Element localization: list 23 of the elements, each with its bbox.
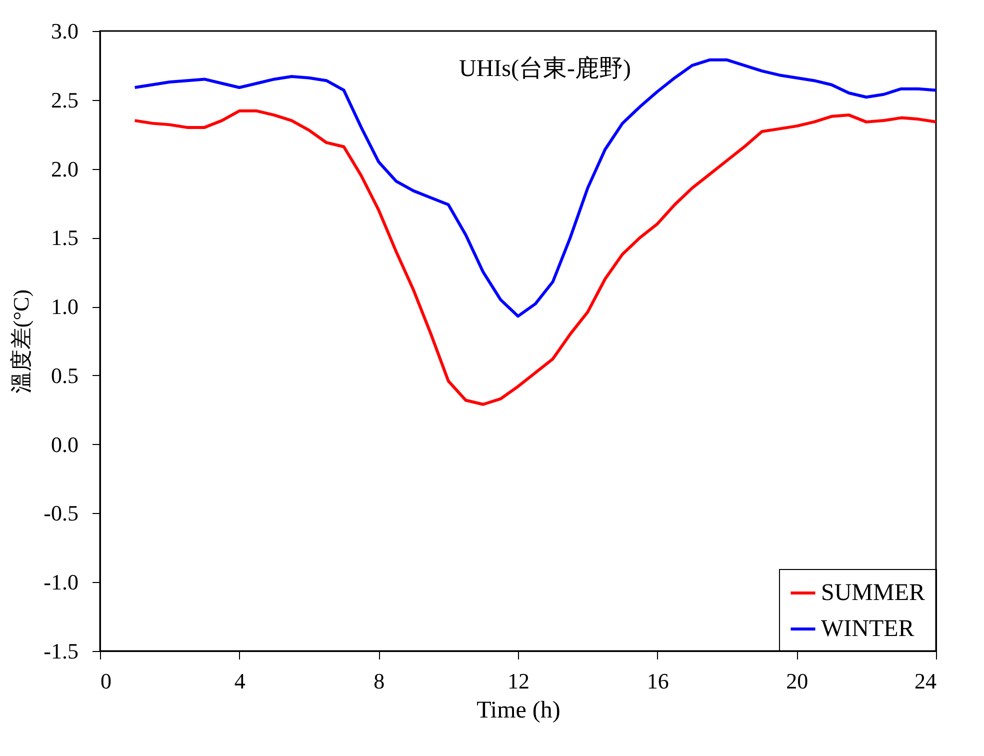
y-tick-label: 1.5 xyxy=(51,225,78,250)
y-tick-label: -1.5 xyxy=(44,638,78,664)
y-axis-title: 溫度差(°C) xyxy=(8,289,34,394)
x-tick-label: 0 xyxy=(100,668,112,694)
x-tick-label: 12 xyxy=(508,668,530,694)
x-tick-label: 4 xyxy=(234,668,246,694)
x-tick-label: 8 xyxy=(374,668,385,694)
y-tick-label: 3.0 xyxy=(51,18,78,44)
y-tick-label: 0.0 xyxy=(51,432,78,457)
legend-label: SUMMER xyxy=(821,580,926,606)
legend-label: WINTER xyxy=(821,616,914,642)
y-tick-label: -0.5 xyxy=(44,500,78,526)
x-tick-label: 16 xyxy=(646,668,669,694)
y-tick-label: -1.0 xyxy=(44,570,78,595)
x-tick-label: 24 xyxy=(914,668,936,694)
y-tick-label: 0.5 xyxy=(51,362,78,388)
y-tick-label: 2.5 xyxy=(51,87,78,112)
y-tick-label: 2.0 xyxy=(51,156,78,182)
text: UHIs(台東-鹿野) xyxy=(459,55,631,82)
line-series xyxy=(133,109,936,406)
x-axis-title: Time (h) xyxy=(476,698,560,724)
y-tick-label: 1.0 xyxy=(51,294,78,320)
x-tick-label: 20 xyxy=(786,668,808,694)
